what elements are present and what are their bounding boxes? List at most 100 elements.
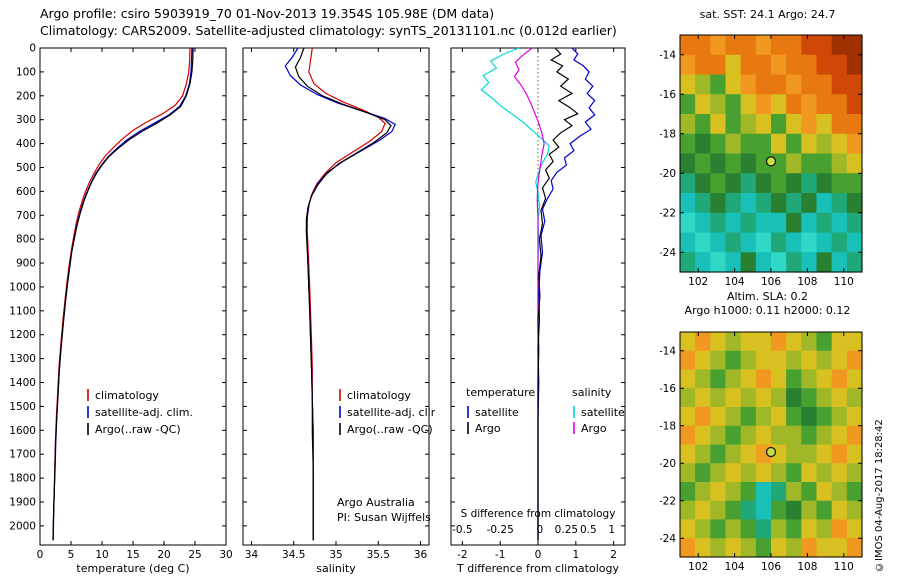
heatmap-cell	[710, 133, 727, 155]
heatmap-cell	[680, 500, 696, 521]
heatmap-cell	[695, 252, 711, 273]
temperature-profile-chart: 0 5 10 15 20 25 300100200300400500600700800900…	[9, 43, 232, 576]
heatmap-cell	[801, 54, 818, 76]
heatmap-cell	[710, 114, 727, 135]
heatmap-cell	[771, 500, 787, 521]
heatmap-cell	[801, 74, 818, 95]
heatmap-cell	[831, 482, 848, 502]
heatmap-cell	[846, 463, 863, 483]
heatmap-cell	[740, 463, 757, 483]
heatmap-cell	[755, 193, 772, 214]
sla-map: 102 104 106 108 110 -14 -16 -18 -20 -22 -24	[660, 331, 863, 573]
heatmap-cell	[786, 74, 802, 95]
heatmap-cell	[846, 482, 863, 502]
tick-label: 104	[725, 561, 745, 573]
heatmap-cell	[710, 463, 727, 483]
heatmap-cell	[695, 232, 711, 253]
heatmap-cell	[725, 350, 742, 371]
heatmap-cell	[680, 369, 696, 389]
legend-label: Argo(..raw -QC)	[347, 423, 433, 436]
heatmap-cell	[725, 425, 742, 446]
heatmap-cell	[740, 54, 757, 76]
legend-label: Argo	[475, 422, 501, 435]
heatmap-cell	[786, 232, 802, 253]
heatmap-cell	[786, 94, 802, 115]
sst-map-panel: 102 104 106 108 110 -14 -16 -18 -20 -22 -24	[660, 0, 875, 290]
heatmap-cell	[710, 388, 727, 408]
heatmap-cell	[771, 252, 787, 273]
heatmap-cell	[786, 538, 802, 558]
series-argo	[52, 47, 194, 541]
tick-label: 1200	[9, 329, 36, 341]
heatmap-cell	[755, 252, 772, 273]
heatmap-cell	[801, 173, 818, 194]
heatmap-cell	[755, 350, 772, 371]
heatmap-cell	[710, 74, 727, 95]
heatmap-cell	[755, 94, 772, 115]
tick-label: -16	[660, 89, 676, 101]
heatmap-cell	[846, 212, 863, 234]
tick-label: 102	[688, 276, 708, 288]
tick-label: 400	[16, 138, 36, 150]
heatmap-cell	[816, 407, 833, 427]
heatmap-cell	[725, 252, 742, 273]
heatmap-cell	[725, 538, 742, 558]
heatmap-cell	[680, 350, 696, 371]
heatmap-cell	[846, 444, 863, 464]
heatmap-cell	[831, 94, 848, 115]
heatmap-cell	[725, 153, 742, 174]
heatmap-cell	[710, 153, 727, 174]
heatmap-cell	[710, 407, 727, 427]
tick-label: 1800	[9, 473, 36, 485]
tick-label: 1000	[9, 281, 36, 293]
heatmap-cell	[725, 35, 742, 56]
heatmap-cell	[695, 350, 711, 371]
heatmap-cell	[831, 407, 848, 427]
heatmap-cell	[680, 193, 696, 214]
series-s-diff-argo	[513, 47, 545, 541]
heatmap-cell	[695, 153, 711, 174]
heatmap-cell	[831, 114, 848, 135]
tick-label: 108	[797, 561, 817, 573]
heatmap-cell	[846, 369, 863, 389]
tick-label: 1600	[9, 425, 36, 437]
heatmap-cell	[846, 94, 863, 115]
inner-tick-label: 0.5	[580, 524, 597, 536]
tick-label: 200	[16, 90, 36, 102]
heatmap-cell	[786, 114, 802, 135]
heatmap-cell	[801, 538, 818, 558]
heatmap-cell	[695, 74, 711, 95]
heatmap-cell	[801, 369, 818, 389]
heatmap-cell	[740, 193, 757, 214]
heatmap-cell	[710, 425, 727, 446]
heatmap-cell	[831, 463, 848, 483]
x-axis-label: salinity	[316, 562, 356, 575]
legend-label: satellite-adj. clim.	[95, 406, 193, 419]
heatmap-cell	[771, 350, 787, 371]
tick-label: -14	[660, 345, 676, 357]
heatmap-cell	[680, 388, 696, 408]
heatmap-cell	[695, 500, 711, 521]
heatmap-cell	[816, 444, 833, 464]
heatmap-cell	[740, 407, 757, 427]
heatmap-cell	[725, 369, 742, 389]
heatmap-cell	[725, 500, 742, 521]
heatmap-cell	[786, 153, 802, 174]
title-line2: Climatology: CARS2009. Satellite-adjuste…	[40, 23, 617, 38]
heatmap-cell	[755, 519, 772, 539]
heatmap-cell	[846, 350, 863, 371]
heatmap-cell	[695, 35, 711, 56]
tick-label: 25	[188, 549, 201, 561]
heatmap-cell	[710, 350, 727, 371]
heatmap-cell	[725, 519, 742, 539]
heatmap-cell	[801, 252, 818, 273]
inner-tick-label: 0.25	[555, 524, 578, 536]
heatmap-cell	[801, 193, 818, 214]
heatmap-cell	[786, 193, 802, 214]
heatmap-cell	[755, 463, 772, 483]
x-axis-label: T difference from climatology	[456, 562, 619, 575]
tick-label: 100	[16, 66, 36, 78]
heatmap-cell	[680, 133, 696, 155]
heatmap-cell	[771, 133, 787, 155]
